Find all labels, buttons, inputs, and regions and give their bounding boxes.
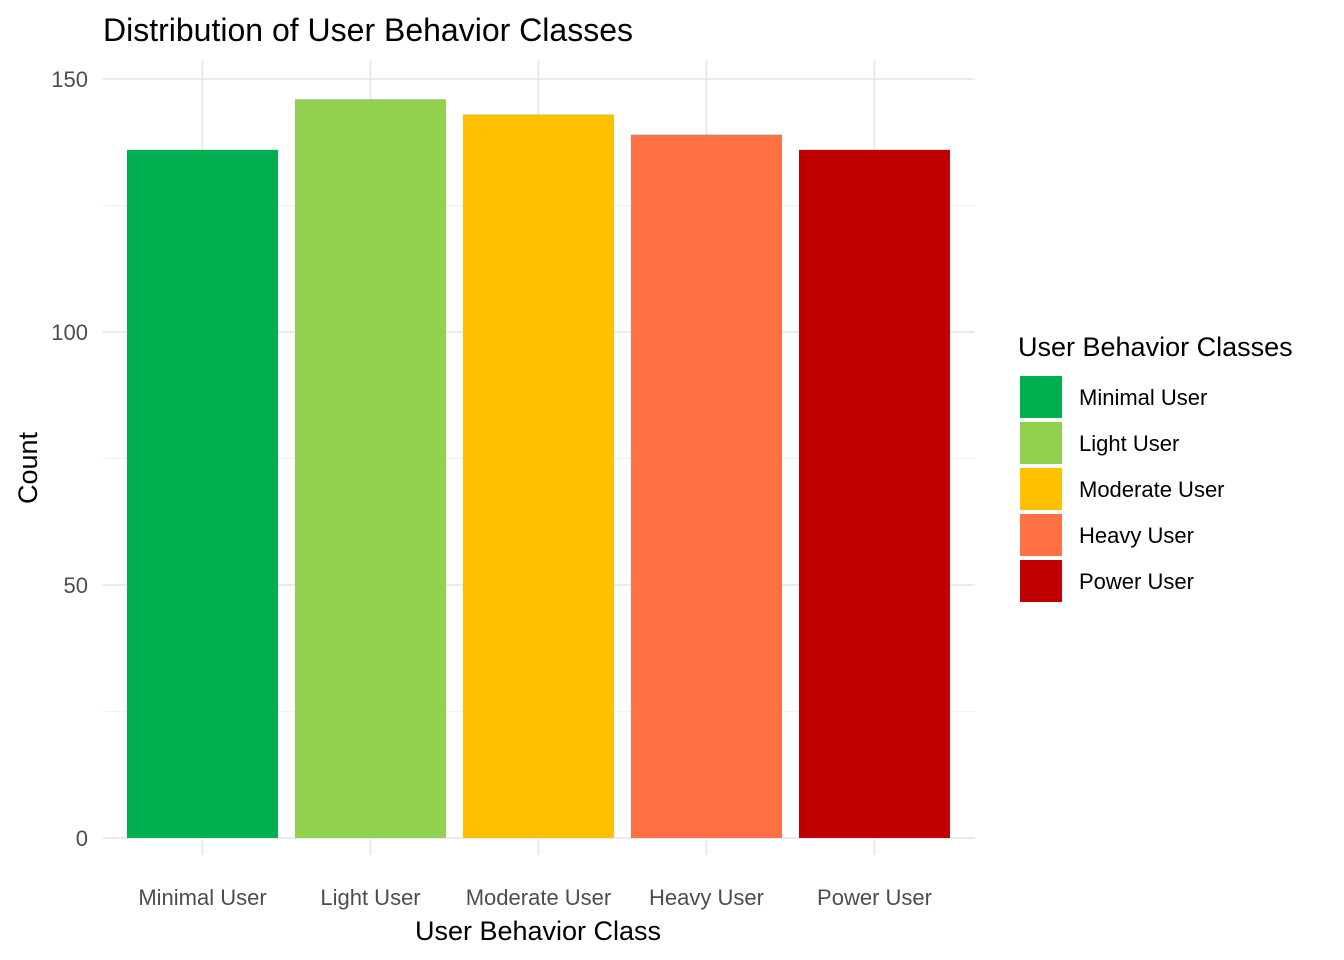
x-tick-label: Moderate User bbox=[466, 885, 612, 910]
x-tick-labels: Minimal User Light User Moderate User Heavy… bbox=[138, 885, 932, 910]
legend-label: Light User bbox=[1079, 431, 1179, 456]
y-tick-label: 100 bbox=[51, 320, 88, 345]
x-tick-label: Power User bbox=[817, 885, 932, 910]
legend-swatch bbox=[1020, 422, 1062, 464]
legend-swatch bbox=[1020, 468, 1062, 510]
x-tick-label: Light User bbox=[320, 885, 420, 910]
bars bbox=[127, 99, 950, 839]
legend-label: Heavy User bbox=[1079, 523, 1194, 548]
x-axis-title: User Behavior Class bbox=[415, 916, 661, 946]
bar bbox=[631, 134, 782, 838]
legend-label: Minimal User bbox=[1079, 385, 1207, 410]
chart-title: Distribution of User Behavior Classes bbox=[103, 12, 633, 48]
bar bbox=[799, 149, 950, 839]
bar bbox=[295, 99, 446, 839]
x-tick-label: Minimal User bbox=[138, 885, 266, 910]
y-tick-label: 150 bbox=[51, 67, 88, 92]
y-tick-label: 0 bbox=[76, 826, 88, 851]
y-axis-title: Count bbox=[13, 431, 43, 504]
legend-swatch bbox=[1020, 560, 1062, 602]
legend-title: User Behavior Classes bbox=[1018, 332, 1293, 362]
legend-label: Power User bbox=[1079, 569, 1194, 594]
bar bbox=[127, 149, 278, 839]
legend: User Behavior Classes Minimal User Light … bbox=[1018, 332, 1293, 602]
y-tick-labels: 0 50 100 150 bbox=[51, 67, 88, 851]
x-tick-label: Heavy User bbox=[649, 885, 764, 910]
legend-label: Moderate User bbox=[1079, 477, 1225, 502]
legend-swatch bbox=[1020, 514, 1062, 556]
legend-swatch bbox=[1020, 376, 1062, 418]
y-tick-label: 50 bbox=[64, 573, 88, 598]
bar bbox=[463, 114, 614, 839]
